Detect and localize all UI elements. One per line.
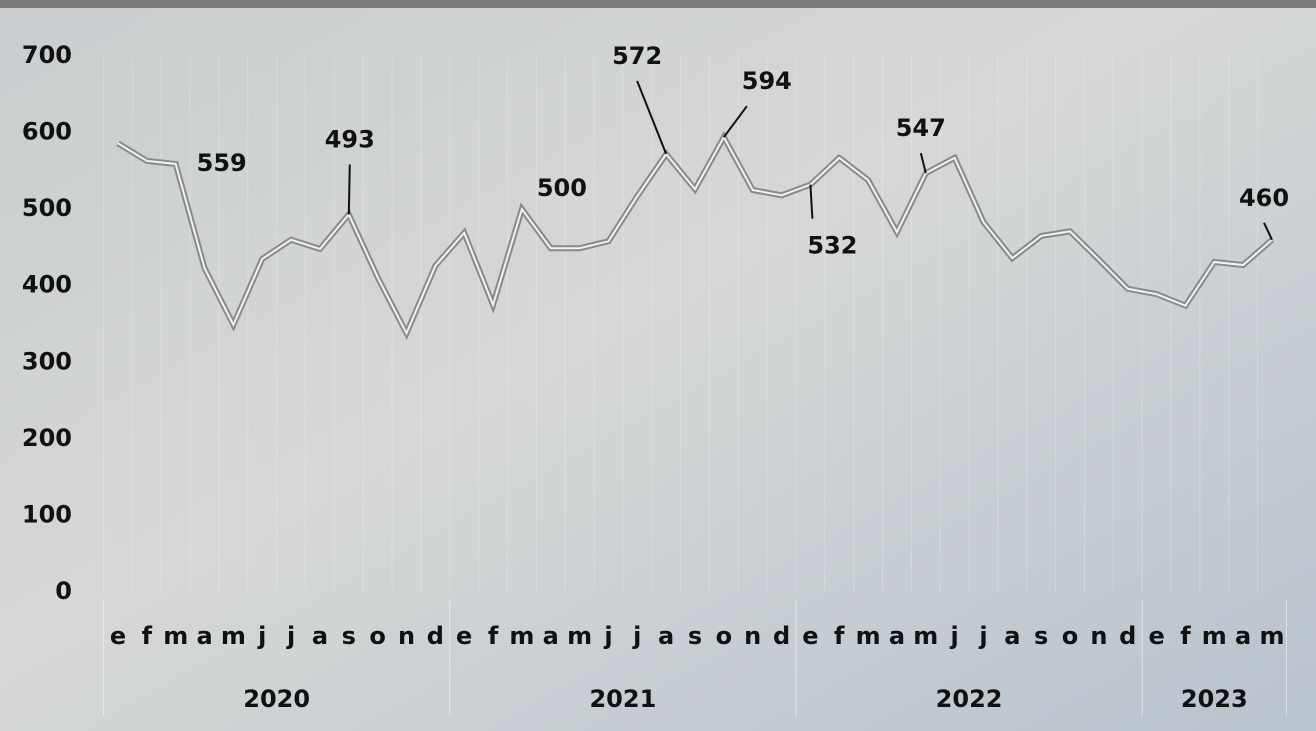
x-tick-label: a [196, 622, 212, 650]
x-tick-label: n [744, 622, 761, 650]
x-tick-label: m [221, 622, 246, 650]
data-label: 500 [537, 174, 587, 202]
x-tick-label: m [163, 622, 188, 650]
x-tick-label: m [913, 622, 938, 650]
x-tick-label: j [257, 622, 266, 650]
x-tick-label: j [286, 622, 295, 650]
x-group-label: 2023 [1181, 685, 1248, 713]
leader-line [636, 80, 668, 155]
y-tick-label: 100 [22, 500, 72, 528]
leader-line [919, 152, 927, 174]
x-tick-label: d [1119, 622, 1136, 650]
x-tick-label: a [1004, 622, 1020, 650]
data-label: 559 [197, 149, 247, 177]
x-tick-label: m [509, 622, 534, 650]
x-tick-label: a [543, 622, 559, 650]
x-tick-label: d [773, 622, 790, 650]
x-tick-label: e [110, 622, 126, 650]
x-tick-label: m [1259, 622, 1284, 650]
x-tick-label: m [856, 622, 881, 650]
x-tick-label: a [889, 622, 905, 650]
x-tick-label: j [950, 622, 959, 650]
x-tick-label: e [802, 622, 818, 650]
leader-line [347, 164, 351, 215]
x-tick-label: o [1062, 622, 1079, 650]
leader-line [1263, 222, 1273, 241]
x-tick-label: n [1090, 622, 1107, 650]
x-tick-label: f [488, 622, 499, 650]
data-label: 532 [807, 232, 857, 260]
y-tick-label: 400 [22, 271, 72, 299]
x-tick-label: d [427, 622, 444, 650]
x-tick-label: f [1180, 622, 1191, 650]
x-tick-label: a [312, 622, 328, 650]
y-tick-label: 500 [22, 194, 72, 222]
data-label: 460 [1239, 184, 1289, 212]
leader-line [723, 105, 748, 138]
x-tick-label: o [369, 622, 386, 650]
y-tick-label: 300 [22, 347, 72, 375]
x-tick-label: m [567, 622, 592, 650]
x-tick-label: e [456, 622, 472, 650]
x-tick-label: f [834, 622, 845, 650]
x-tick-label: n [398, 622, 415, 650]
x-tick-label: s [688, 622, 702, 650]
x-tick-label: j [632, 622, 641, 650]
x-tick-label: s [342, 622, 356, 650]
x-group-label: 2020 [243, 685, 310, 713]
x-tick-label: j [978, 622, 987, 650]
x-tick-label: s [1034, 622, 1048, 650]
data-label: 547 [896, 114, 946, 142]
x-tick-label: j [603, 622, 612, 650]
y-tick-label: 0 [55, 577, 72, 605]
x-group-label: 2021 [589, 685, 656, 713]
x-tick-label: f [142, 622, 153, 650]
y-tick-label: 700 [22, 41, 72, 69]
leader-line [809, 184, 814, 219]
y-tick-label: 200 [22, 424, 72, 452]
data-label: 572 [612, 42, 662, 70]
x-tick-label: a [1235, 622, 1251, 650]
x-tick-label: o [716, 622, 733, 650]
x-tick-label: a [658, 622, 674, 650]
top-band [0, 0, 1316, 8]
data-label: 594 [742, 67, 792, 95]
data-line-highlight [117, 135, 1273, 336]
data-label: 493 [325, 126, 375, 154]
x-tick-label: m [1202, 622, 1227, 650]
y-tick-label: 600 [22, 118, 72, 146]
x-group-label: 2022 [936, 685, 1003, 713]
x-tick-label: e [1148, 622, 1164, 650]
